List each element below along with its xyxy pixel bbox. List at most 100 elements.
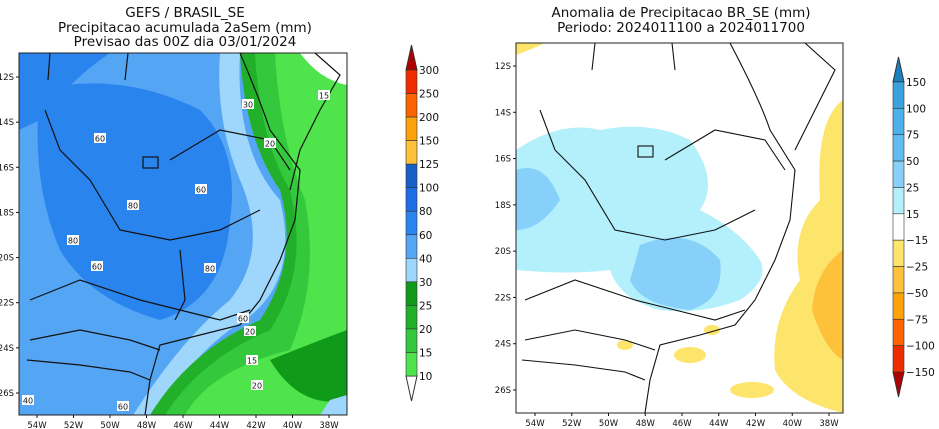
contour-label-bg [195,184,207,194]
colorbar-label: 15 [906,209,919,221]
colorbar-label: 50 [906,156,919,168]
contour-label: 20 [265,140,275,149]
left-contour-labels: 30 15 60 20 60 80 80 60 80 60 20 15 20 40 60 [22,90,330,412]
lat-tick-label: 26S [0,389,14,399]
colorbar-bin [892,187,905,215]
lon-tick-label: 38W [819,419,839,429]
lat-tick-label: 14S [495,108,511,118]
colorbar-bin [405,281,418,306]
contour-label: 20 [245,328,255,337]
lat-tick-label: 20S [495,247,511,257]
lon-tick-label: 46W [173,421,193,429]
contour-label-bg [244,326,256,336]
contour-label: 15 [247,357,257,366]
contour-label: 60 [238,315,248,324]
colorbar-label: 150 [419,136,439,148]
left-precip-map: 30 15 60 20 60 80 80 60 80 60 20 15 20 40 60 [19,53,347,415]
colorbar-bin [405,210,418,236]
lon-tick-label: 54W [27,421,47,429]
lat-tick-label: 24S [495,340,511,350]
colorbar-label: 80 [419,206,432,218]
lon-tick-label: 40W [283,421,303,429]
contour-label: 30 [243,101,253,110]
colorbar-label: 250 [419,89,439,101]
colorbar-label: 40 [419,253,432,265]
colorbar-label: 300 [419,65,439,77]
lat-tick-label: 14S [0,118,14,128]
lon-tick-label: 48W [137,421,157,429]
right-colorbar: 150 100 75 50 25 15 −15 −25 −50 −75 −100 −150 [892,56,935,398]
contour-label: 60 [196,186,206,195]
lat-tick-label: 18S [495,201,511,211]
colorbar-label: −15 [906,235,928,247]
colorbar-top-arrow [405,44,418,71]
contour-label-bg [94,133,106,143]
lon-tick-label: 50W [599,419,619,429]
lon-tick-label: 40W [783,419,803,429]
left-title: GEFS / BRASIL_SE Precipitacao acumulada … [20,6,350,50]
lon-tick-label: 42W [746,419,766,429]
lat-tick-label: 26S [495,386,511,396]
lon-tick-label: 48W [636,419,656,429]
contour-label: 40 [23,397,33,406]
lon-tick-label: 44W [709,419,729,429]
contour-label: 60 [92,263,102,272]
colorbar-label: −75 [906,314,928,326]
colorbar-bin [892,213,905,241]
colorbar-label: 60 [419,230,432,242]
lon-tick-label: 38W [319,421,339,429]
colorbar-bin [892,81,905,109]
lat-tick-label: 20S [0,254,14,264]
colorbar-bin [405,187,418,212]
colorbar-label: 100 [906,103,926,115]
lon-tick-label: 54W [525,419,545,429]
colorbar-bin [405,163,418,188]
contour-label-bg [91,261,103,271]
colorbar-label: 75 [906,130,919,142]
lon-tick-label: 52W [562,419,582,429]
colorbar-label: 25 [906,182,919,194]
contour-label: 60 [118,403,128,412]
contour-label-bg [127,200,139,210]
right-map-frame [515,42,844,414]
left-title-line: GEFS / BRASIL_SE [125,5,245,21]
lat-tick-label: 18S [0,208,14,218]
colorbar-bin [892,134,905,162]
contour-label: 80 [205,265,215,274]
colorbar-label: 200 [419,112,439,124]
colorbar-label: 15 [419,347,432,359]
colorbar-bottom-arrow [405,375,418,402]
contour-label-bg [22,395,34,405]
colorbar-bin [892,266,905,294]
contour-label: 80 [128,202,138,211]
colorbar-label: −50 [906,288,928,300]
right-anomaly-map [516,43,843,413]
left-colorbar: 300 250 200 150 125 100 80 60 40 30 25 20 15 10 [405,44,439,402]
colorbar-label: 20 [419,324,432,336]
colorbar-bin [405,116,418,141]
colorbar-label: 25 [419,300,432,312]
colorbar-label: −100 [906,341,935,353]
colorbar-bin [405,69,418,94]
colorbar-label: −25 [906,262,928,274]
colorbar-bin [405,328,418,353]
left-title-line: Precipitacao acumulada 2aSem (mm) [58,19,312,36]
lon-tick-label: 42W [246,421,266,429]
colorbar-bin [892,108,905,136]
colorbar-bottom-arrow [892,371,905,398]
colorbar-bin [892,239,905,267]
lat-tick-label: 12S [0,73,14,83]
colorbar-bin [892,160,905,188]
contour-label-bg [237,313,249,323]
contour-label: 60 [95,135,105,144]
contour-label-bg [246,355,258,365]
contour-label-bg [117,401,129,411]
contour-label-bg [264,138,276,148]
colorbar-bin [405,258,418,283]
colorbar-label: 100 [419,183,439,195]
colorbar-label: −150 [906,367,935,379]
contour-label-bg [318,90,330,100]
colorbar-bin [405,140,418,165]
